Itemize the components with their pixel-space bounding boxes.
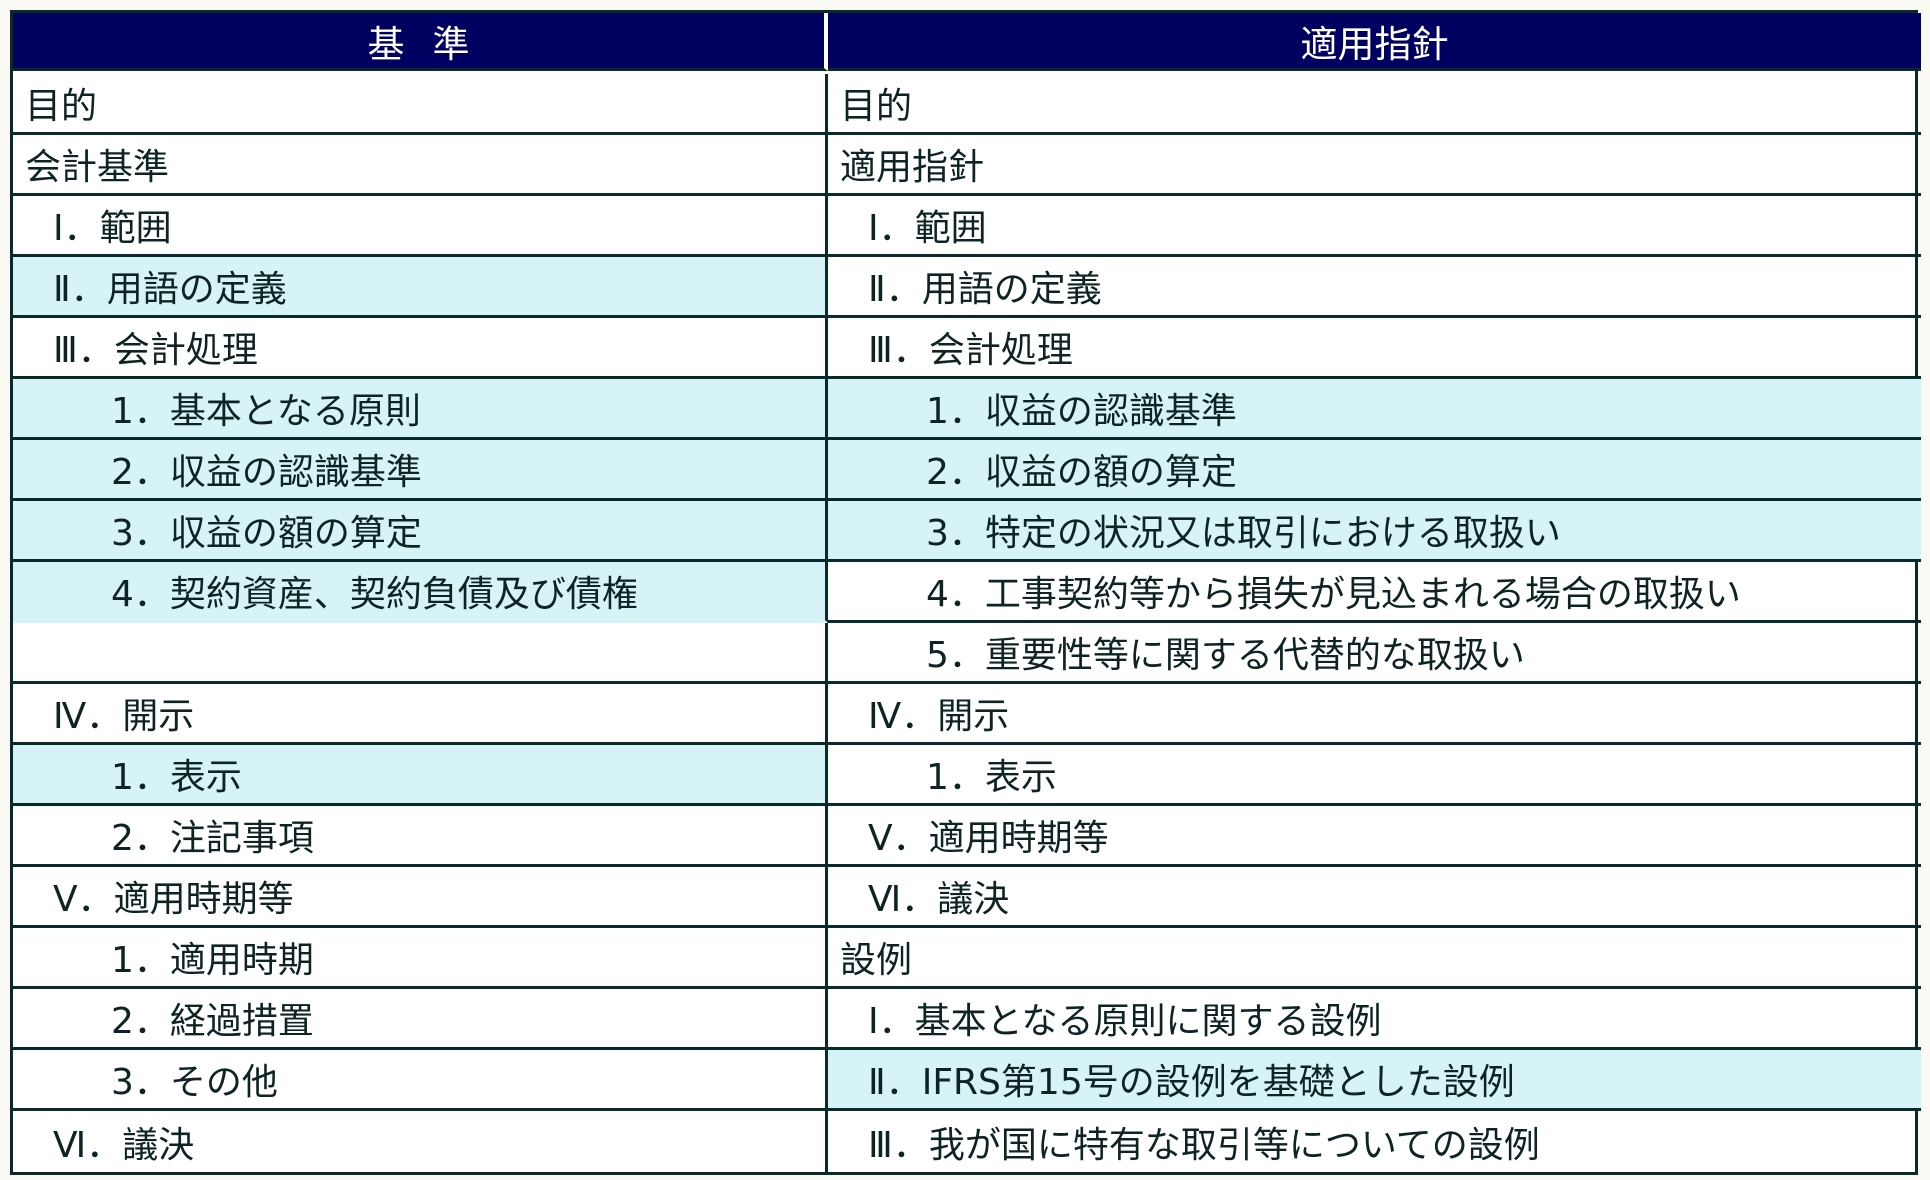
guidance-row: 4．工事契約等から損失が見込まれる場合の取扱い (828, 562, 1921, 623)
standard-row: Ⅰ．範囲 (13, 196, 828, 257)
guidance-row: Ⅰ．基本となる原則に関する設例 (828, 989, 1921, 1050)
standard-row: Ⅲ．会計処理 (13, 318, 828, 379)
guidance-row: 適用指針 (828, 135, 1921, 196)
standard-row: 1．適用時期 (13, 928, 828, 989)
guidance-row: Ⅲ．会計処理 (828, 318, 1921, 379)
standard-row: 2．注記事項 (13, 806, 828, 867)
guidance-row: Ⅵ．議決 (828, 867, 1921, 928)
standard-row: 2．収益の認識基準 (13, 440, 828, 501)
standard-row: 3．その他 (13, 1050, 828, 1111)
guidance-row: 設例 (828, 928, 1921, 989)
guidance-row: 1．収益の認識基準 (828, 379, 1921, 440)
standard-row: 目的 (13, 74, 828, 135)
standard-row: Ⅴ．適用時期等 (13, 867, 828, 928)
standard-row: 1．基本となる原則 (13, 379, 828, 440)
guidance-row: 3．特定の状況又は取引における取扱い (828, 501, 1921, 562)
standard-row: 4．契約資産、契約負債及び債権 (13, 562, 828, 623)
guidance-row: 1．表示 (828, 745, 1921, 806)
comparison-table: 基準 適用指針 目的 目的 会計基準 適用指針 Ⅰ．範囲 Ⅰ．範囲 Ⅱ．用語の定義 Ⅱ．用語の… (10, 10, 1921, 1175)
standard-row: 2．経過措置 (13, 989, 828, 1050)
guidance-row: 目的 (828, 74, 1921, 135)
standard-row (13, 623, 828, 684)
standard-row: Ⅳ．開示 (13, 684, 828, 745)
guidance-row: Ⅳ．開示 (828, 684, 1921, 745)
standard-row: Ⅱ．用語の定義 (13, 257, 828, 318)
header-guidance: 適用指針 (828, 13, 1921, 71)
guidance-row: Ⅲ．我が国に特有な取引等についての設例 (868, 1124, 1540, 1166)
standard-row: 3．収益の額の算定 (13, 501, 828, 562)
standard-row: 会計基準 (13, 135, 828, 196)
guidance-row: Ⅱ．用語の定義 (828, 257, 1921, 318)
guidance-row: Ⅴ．適用時期等 (828, 806, 1921, 867)
standard-row: 1．表示 (13, 745, 828, 806)
guidance-row: 2．収益の額の算定 (828, 440, 1921, 501)
guidance-row: Ⅱ．IFRS第15号の設例を基礎とした設例 (828, 1050, 1921, 1111)
standard-row: Ⅵ．議決 (13, 1111, 828, 1172)
header-standard: 基準 (13, 13, 828, 71)
guidance-row: Ⅰ．範囲 (828, 196, 1921, 257)
guidance-row: 5．重要性等に関する代替的な取扱い (828, 623, 1921, 684)
